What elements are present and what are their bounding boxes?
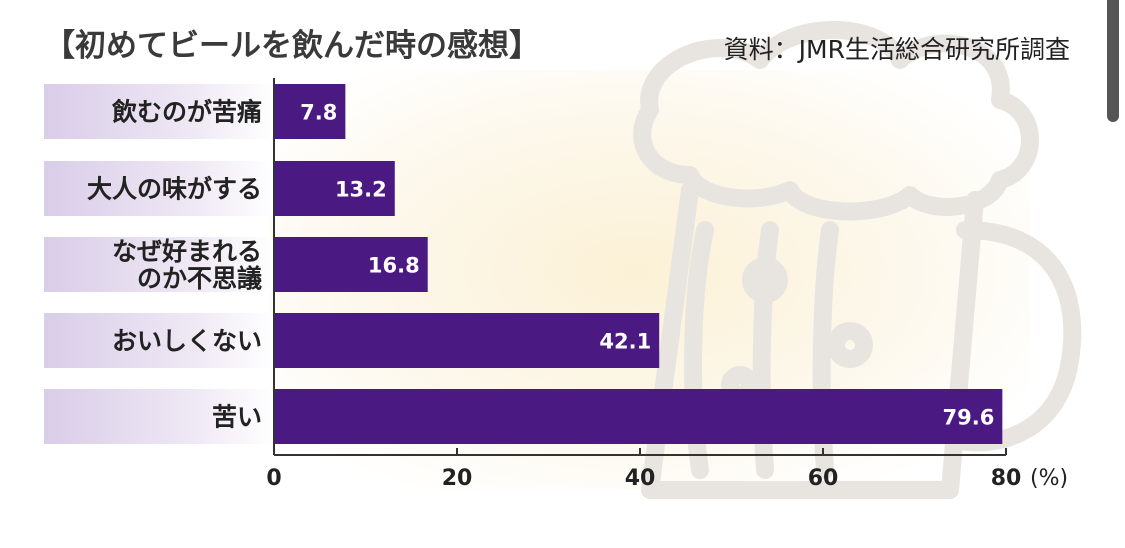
x-unit-label: (%) <box>1030 466 1068 491</box>
scrollbar-thumb[interactable] <box>1107 0 1119 122</box>
bars <box>274 84 1003 444</box>
category-label: なぜ好まれる <box>112 237 262 266</box>
category-label: 苦い <box>212 403 262 432</box>
bar <box>274 237 428 292</box>
category-band <box>44 161 274 216</box>
category-label: おいしくない <box>112 327 262 356</box>
bar-value-label: 42.1 <box>599 330 651 354</box>
x-ticks <box>273 448 1007 455</box>
bar <box>274 161 395 216</box>
beer-mug-illustration <box>633 21 1082 499</box>
bar <box>274 389 1003 444</box>
chart-source: 資料：JMR生活総合研究所調査 <box>724 35 1070 64</box>
category-label: 大人の味がする <box>87 175 262 204</box>
chart-title: 【初めてビールを飲んだ時の感想】 <box>44 28 540 64</box>
bar <box>274 313 660 368</box>
category-label: のか不思議 <box>137 264 262 293</box>
x-tick-label: 40 <box>625 466 656 491</box>
category-band <box>44 313 274 368</box>
x-tick-label: 20 <box>442 466 473 491</box>
category-bands <box>44 84 274 444</box>
bar <box>274 84 346 139</box>
x-tick-label: 80 <box>991 466 1022 491</box>
bar-value-label: 79.6 <box>943 406 995 430</box>
category-band <box>44 84 274 139</box>
category-band <box>44 237 274 292</box>
bar-value-label: 7.8 <box>300 101 337 125</box>
category-band <box>44 389 274 444</box>
bar-value-labels: 7.8 13.2 16.8 42.1 79.6 <box>300 101 994 430</box>
x-tick-label: 0 <box>266 466 281 491</box>
x-tick-label: 60 <box>808 466 839 491</box>
x-tick-labels: 0 20 40 60 80 <box>266 466 1021 491</box>
bar-value-label: 13.2 <box>335 178 387 202</box>
category-label: 飲むのが苦痛 <box>111 98 262 127</box>
bar-value-label: 16.8 <box>368 254 420 278</box>
